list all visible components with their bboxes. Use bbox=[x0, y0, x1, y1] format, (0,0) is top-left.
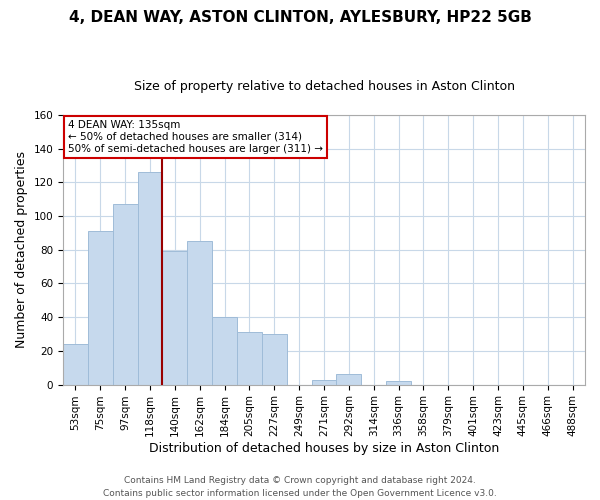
Bar bbox=[262, 334, 287, 384]
Text: 4 DEAN WAY: 135sqm
← 50% of detached houses are smaller (314)
50% of semi-detach: 4 DEAN WAY: 135sqm ← 50% of detached hou… bbox=[68, 120, 323, 154]
Bar bbox=[212, 317, 237, 384]
Bar bbox=[237, 332, 262, 384]
Bar bbox=[137, 172, 163, 384]
Bar bbox=[63, 344, 88, 385]
Text: 4, DEAN WAY, ASTON CLINTON, AYLESBURY, HP22 5GB: 4, DEAN WAY, ASTON CLINTON, AYLESBURY, H… bbox=[68, 10, 532, 25]
Bar bbox=[113, 204, 137, 384]
Bar bbox=[163, 252, 187, 384]
X-axis label: Distribution of detached houses by size in Aston Clinton: Distribution of detached houses by size … bbox=[149, 442, 499, 455]
Bar bbox=[337, 374, 361, 384]
Bar bbox=[386, 381, 411, 384]
Title: Size of property relative to detached houses in Aston Clinton: Size of property relative to detached ho… bbox=[134, 80, 515, 93]
Bar bbox=[187, 242, 212, 384]
Bar bbox=[311, 380, 337, 384]
Bar bbox=[88, 232, 113, 384]
Y-axis label: Number of detached properties: Number of detached properties bbox=[15, 152, 28, 348]
Text: Contains HM Land Registry data © Crown copyright and database right 2024.
Contai: Contains HM Land Registry data © Crown c… bbox=[103, 476, 497, 498]
